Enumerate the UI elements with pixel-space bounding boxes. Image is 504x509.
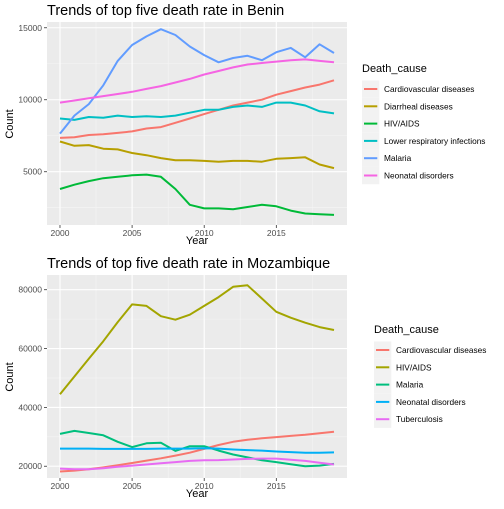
x-axis-title: Year	[186, 235, 209, 247]
y-tick-label: 80000	[18, 285, 42, 295]
y-tick-label: 20000	[18, 461, 42, 471]
legend-label: Lower respiratory infections	[384, 136, 485, 146]
legend-label: Cardiovascular diseases	[384, 84, 474, 94]
legend-title: Death_cause	[362, 63, 427, 75]
x-tick-label: 2000	[51, 481, 70, 491]
x-tick-label: 2015	[267, 228, 286, 238]
x-tick-label: 2000	[51, 228, 70, 238]
x-axis-title: Year	[186, 488, 209, 500]
x-tick-label: 2015	[267, 481, 286, 491]
y-tick-label: 10000	[18, 95, 42, 105]
x-tick-label: 2005	[123, 228, 142, 238]
chart-title: Trends of top five death rate in Mozambi…	[47, 256, 330, 272]
x-tick-label: 2005	[123, 481, 142, 491]
plot-panel	[47, 22, 347, 225]
y-tick-label: 15000	[18, 23, 42, 33]
y-tick-label: 60000	[18, 344, 42, 354]
legend-label: Neonatal disorders	[384, 171, 454, 181]
legend-label: Neonatal disorders	[396, 397, 466, 407]
y-tick-label: 40000	[18, 402, 42, 412]
y-tick-label: 5000	[23, 167, 42, 177]
legend-label: HIV/AIDS	[384, 119, 420, 129]
y-axis-title: Count	[4, 109, 16, 138]
legend-label: HIV/AIDS	[396, 362, 432, 372]
legend-title: Death_cause	[374, 324, 439, 336]
legend-label: Malaria	[384, 153, 412, 163]
legend-label: Diarrheal diseases	[384, 101, 453, 111]
chart-title: Trends of top five death rate in Benin	[47, 3, 284, 19]
legend-label: Tuberculosis	[396, 414, 443, 424]
legend-label: Cardiovascular diseases	[396, 345, 486, 355]
legend-label: Malaria	[396, 380, 424, 390]
y-axis-title: Count	[4, 362, 16, 391]
